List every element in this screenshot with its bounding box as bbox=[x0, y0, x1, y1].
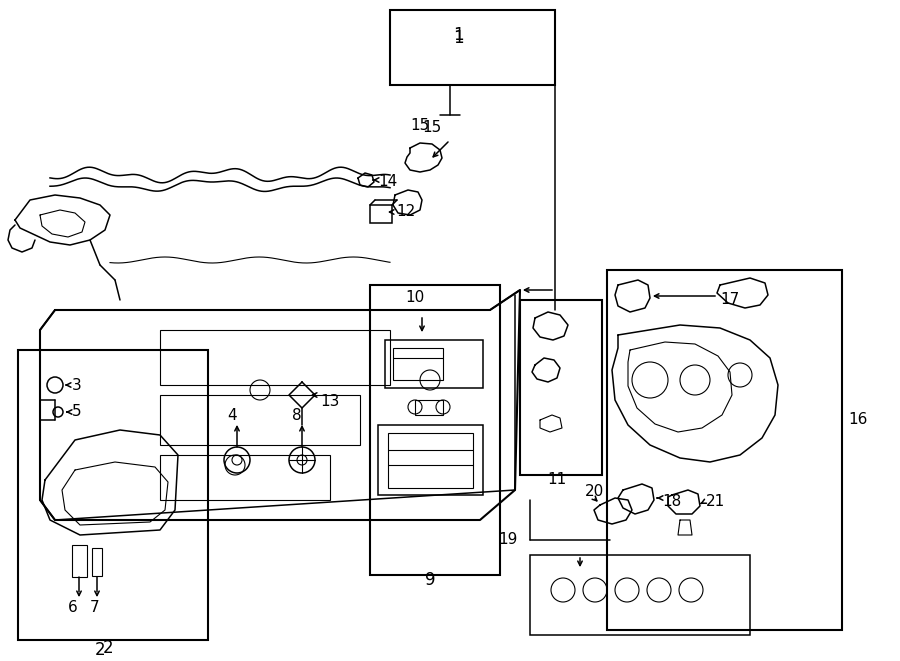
Bar bbox=[388, 433, 473, 488]
Bar bbox=[607, 270, 842, 630]
Text: 1: 1 bbox=[453, 29, 464, 47]
Text: 5: 5 bbox=[72, 405, 82, 420]
Bar bbox=[160, 395, 360, 445]
Text: 2: 2 bbox=[103, 639, 113, 657]
Text: 15: 15 bbox=[410, 118, 429, 132]
Bar bbox=[370, 285, 500, 575]
Text: 16: 16 bbox=[848, 412, 868, 428]
Bar bbox=[160, 455, 330, 500]
Text: 19: 19 bbox=[499, 533, 518, 547]
Text: 17: 17 bbox=[720, 293, 739, 307]
Bar bbox=[415, 400, 443, 415]
Text: 1: 1 bbox=[453, 26, 464, 44]
Text: 9: 9 bbox=[425, 571, 436, 589]
Text: 13: 13 bbox=[320, 395, 339, 410]
Bar bbox=[530, 555, 750, 635]
Text: 11: 11 bbox=[547, 473, 567, 488]
Text: 10: 10 bbox=[405, 290, 425, 305]
Text: 14: 14 bbox=[378, 175, 397, 190]
Bar bbox=[18, 350, 208, 640]
Text: 8: 8 bbox=[292, 407, 302, 422]
Text: 4: 4 bbox=[227, 407, 237, 422]
Text: 3: 3 bbox=[72, 377, 82, 393]
Text: 12: 12 bbox=[396, 204, 415, 219]
Bar bbox=[72, 545, 87, 577]
Bar bbox=[370, 205, 392, 223]
Text: 6: 6 bbox=[68, 600, 78, 615]
Bar bbox=[385, 340, 483, 388]
Text: 20: 20 bbox=[585, 485, 605, 500]
Bar bbox=[160, 330, 390, 385]
Text: 18: 18 bbox=[662, 494, 681, 510]
Text: 7: 7 bbox=[90, 600, 100, 615]
Text: 21: 21 bbox=[706, 494, 725, 510]
Text: 15: 15 bbox=[422, 120, 442, 136]
Text: 2: 2 bbox=[94, 641, 105, 659]
Bar bbox=[378, 425, 483, 495]
Bar bbox=[520, 300, 602, 475]
Bar bbox=[92, 548, 102, 576]
Bar bbox=[393, 348, 443, 380]
Bar bbox=[390, 10, 555, 85]
